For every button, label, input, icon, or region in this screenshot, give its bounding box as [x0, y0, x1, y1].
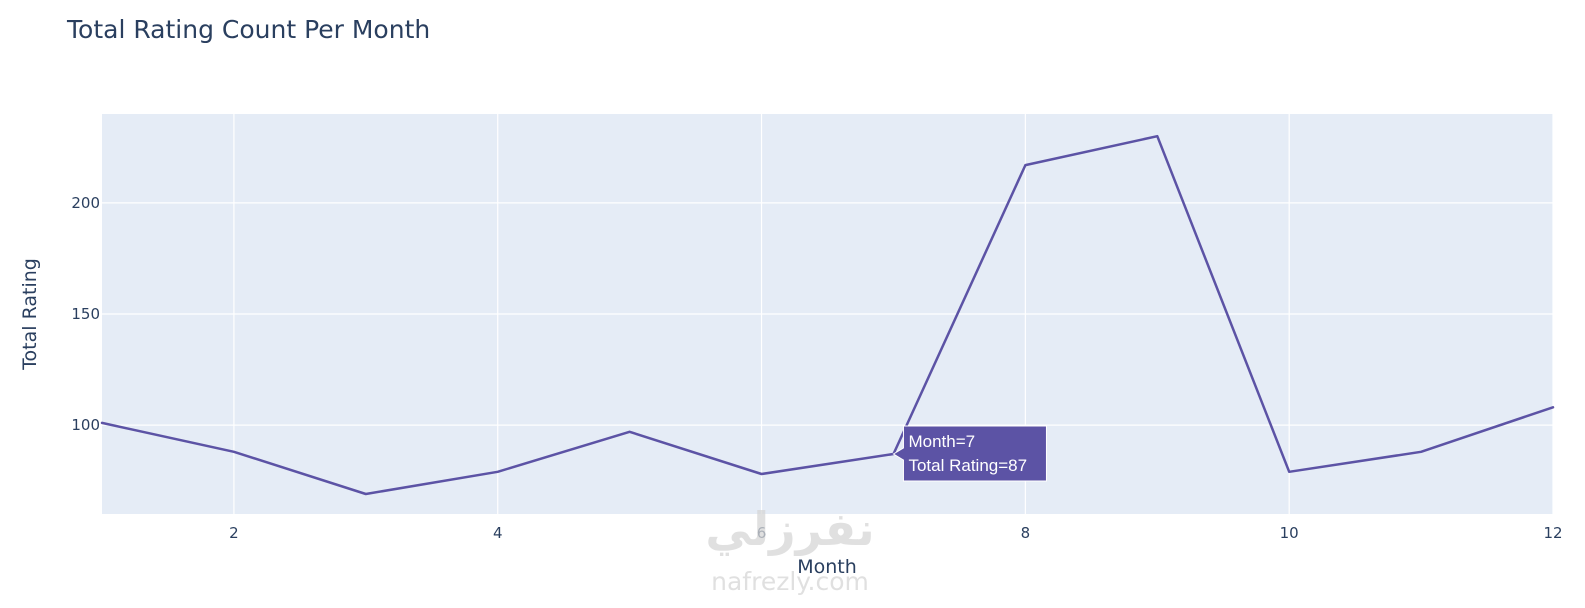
data-point-month-8[interactable] — [1022, 162, 1028, 168]
y-tick-label-100: 100 — [71, 416, 100, 434]
x-tick-labels: 2 4 6 8 10 12 — [229, 524, 1562, 542]
y-gridlines — [102, 202, 1553, 426]
y-tick-labels: 100 150 200 — [71, 194, 100, 434]
x-axis-title: Month — [797, 556, 857, 578]
watermark-latin: nafrezly.com — [711, 567, 869, 596]
chart-title: Total Rating Count Per Month — [66, 15, 430, 44]
hover-rating-label: Total Rating=87 — [908, 456, 1027, 475]
x-tick-label-2: 2 — [229, 524, 239, 542]
series-layer — [99, 133, 1556, 497]
x-tick-label-10: 10 — [1280, 524, 1299, 542]
data-point-month-12[interactable] — [1550, 404, 1556, 410]
data-point-month-1[interactable] — [99, 420, 105, 426]
x-tick-label-4: 4 — [493, 524, 503, 542]
data-point-month-5[interactable] — [627, 429, 633, 435]
data-point-month-3[interactable] — [363, 491, 369, 497]
x-tick-label-6: 6 — [757, 524, 767, 542]
hover-month-label: Month=7 — [908, 432, 975, 451]
y-tick-label-150: 150 — [71, 305, 100, 323]
data-point-month-4[interactable] — [495, 469, 501, 475]
hover-tooltip: Month=7 Total Rating=87 — [892, 425, 1047, 482]
data-point-month-11[interactable] — [1418, 449, 1424, 455]
hover-tooltip-box — [892, 425, 1047, 482]
data-point-month-9[interactable] — [1154, 133, 1160, 139]
y-axis-title: Total Rating — [19, 258, 41, 371]
data-point-month-2[interactable] — [231, 449, 237, 455]
watermark-logo: نفرزلي nafrezly.com — [705, 502, 874, 596]
y-tick-label-200: 200 — [71, 194, 100, 212]
data-point-month-6[interactable] — [759, 471, 765, 477]
series-line-0[interactable] — [100, 134, 1555, 496]
watermark-arabic: نفرزلي — [705, 502, 874, 556]
x-tick-label-12: 12 — [1543, 524, 1562, 542]
x-tick-label-8: 8 — [1021, 524, 1031, 542]
data-point-month-10[interactable] — [1286, 469, 1292, 475]
